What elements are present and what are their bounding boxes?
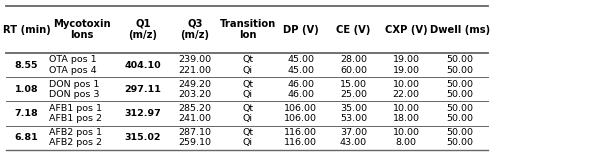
Text: 50.00
50.00: 50.00 50.00 xyxy=(446,128,474,147)
Text: 37.00
43.00: 37.00 43.00 xyxy=(340,128,367,147)
Text: 239.00
221.00: 239.00 221.00 xyxy=(178,55,212,75)
Text: Q1
(m/z): Q1 (m/z) xyxy=(128,19,158,40)
Text: 7.18: 7.18 xyxy=(14,109,38,118)
Text: RT (min): RT (min) xyxy=(2,25,50,35)
Text: CXP (V): CXP (V) xyxy=(385,25,428,35)
Text: 285.20
241.00: 285.20 241.00 xyxy=(179,104,212,123)
Text: 116.00
116.00: 116.00 116.00 xyxy=(284,128,317,147)
Text: Q3
(m/z): Q3 (m/z) xyxy=(181,19,209,40)
Text: 19.00
19.00: 19.00 19.00 xyxy=(392,55,420,75)
Text: 15.00
25.00: 15.00 25.00 xyxy=(340,80,367,99)
Text: 315.02: 315.02 xyxy=(125,133,161,142)
Text: 35.00
53.00: 35.00 53.00 xyxy=(340,104,367,123)
Text: AFB2 pos 1
AFB2 pos 2: AFB2 pos 1 AFB2 pos 2 xyxy=(49,128,102,147)
Text: 106.00
106.00: 106.00 106.00 xyxy=(284,104,317,123)
Text: Transition
Ion: Transition Ion xyxy=(220,19,276,40)
Text: 6.81: 6.81 xyxy=(14,133,38,142)
Text: 287.10
259.10: 287.10 259.10 xyxy=(179,128,212,147)
Text: CE (V): CE (V) xyxy=(336,25,371,35)
Text: 28.00
60.00: 28.00 60.00 xyxy=(340,55,367,75)
Text: 249.20
203.20: 249.20 203.20 xyxy=(178,80,212,99)
Text: 46.00
46.00: 46.00 46.00 xyxy=(287,80,314,99)
Text: 50.00
50.00: 50.00 50.00 xyxy=(446,80,474,99)
Text: 10.00
8.00: 10.00 8.00 xyxy=(392,128,420,147)
Text: 404.10: 404.10 xyxy=(125,61,161,70)
Text: DP (V): DP (V) xyxy=(283,25,319,35)
Text: 8.55: 8.55 xyxy=(14,61,38,70)
Text: 45.00
45.00: 45.00 45.00 xyxy=(287,55,314,75)
Text: 10.00
18.00: 10.00 18.00 xyxy=(392,104,420,123)
Text: DON pos 1
DON pos 3: DON pos 1 DON pos 3 xyxy=(49,80,100,99)
Text: 50.00
50.00: 50.00 50.00 xyxy=(446,104,474,123)
Text: 10.00
22.00: 10.00 22.00 xyxy=(392,80,420,99)
Text: 297.11: 297.11 xyxy=(125,85,161,94)
Text: Qt
Qi: Qt Qi xyxy=(242,55,253,75)
Text: Qt
Qi: Qt Qi xyxy=(242,128,253,147)
Text: Mycotoxin
Ions: Mycotoxin Ions xyxy=(53,19,111,40)
Text: 312.97: 312.97 xyxy=(125,109,161,118)
Text: Dwell (ms): Dwell (ms) xyxy=(430,25,490,35)
Text: AFB1 pos 1
AFB1 pos 2: AFB1 pos 1 AFB1 pos 2 xyxy=(49,104,102,123)
Text: Qt
Qi: Qt Qi xyxy=(242,104,253,123)
Text: OTA pos 1
OTA pos 4: OTA pos 1 OTA pos 4 xyxy=(49,55,97,75)
Text: Qt
Qi: Qt Qi xyxy=(242,80,253,99)
Text: 50.00
50.00: 50.00 50.00 xyxy=(446,55,474,75)
Text: 1.08: 1.08 xyxy=(14,85,38,94)
